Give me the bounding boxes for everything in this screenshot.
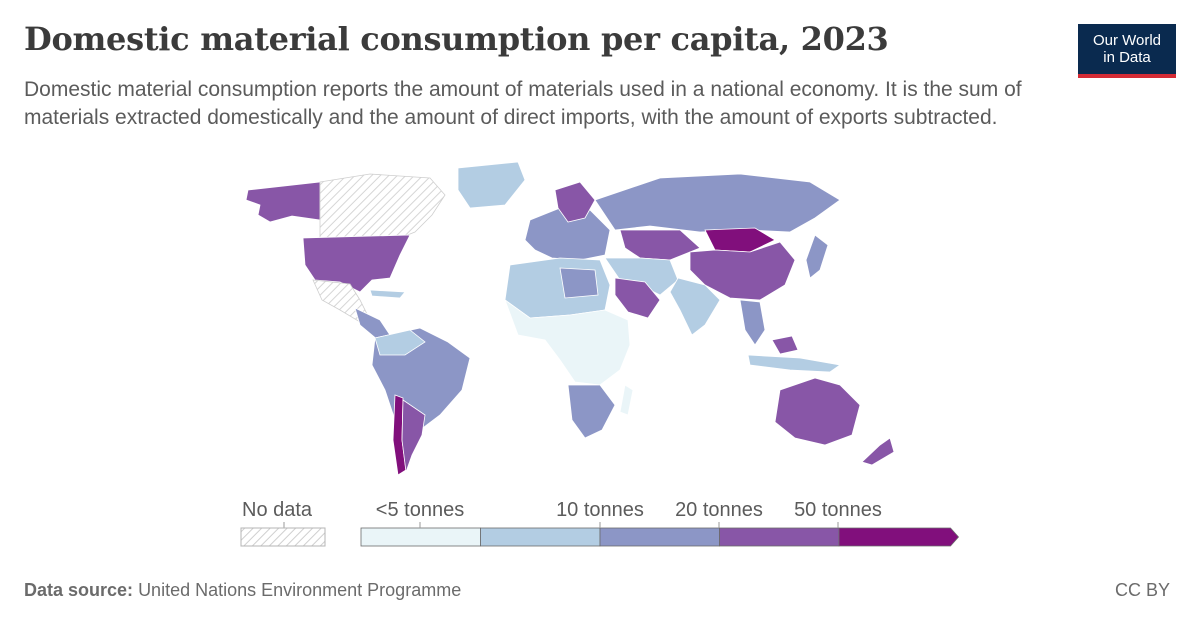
region-central-america[interactable] bbox=[354, 307, 391, 341]
legend-no-data-label: No data bbox=[242, 499, 313, 521]
region-new-zealand[interactable] bbox=[861, 437, 895, 466]
region-malaysia[interactable] bbox=[771, 335, 799, 355]
region-mongolia[interactable] bbox=[704, 227, 776, 253]
logo-line-1: Our World bbox=[1092, 32, 1162, 49]
region-madagascar[interactable] bbox=[619, 384, 634, 416]
legend-bin-label: <5 tonnes bbox=[376, 499, 464, 521]
world-map[interactable] bbox=[200, 160, 920, 490]
region-usa[interactable] bbox=[302, 234, 411, 293]
region-india[interactable] bbox=[669, 277, 721, 336]
data-source-value: United Nations Environment Programme bbox=[138, 580, 462, 600]
license-label: CC BY bbox=[1114, 580, 1170, 600]
region-china[interactable] bbox=[689, 241, 796, 301]
chart-subtitle: Domestic material consumption reports th… bbox=[24, 78, 1022, 129]
region-russia[interactable] bbox=[594, 173, 841, 233]
region-southeast-asia[interactable] bbox=[739, 299, 766, 346]
data-source: Data source: United Nations Environment … bbox=[24, 580, 461, 601]
legend-bin-swatch bbox=[838, 527, 960, 547]
legend-bin-label: 20 tonnes bbox=[675, 499, 763, 521]
legend-bin-label: 10 tonnes bbox=[556, 499, 644, 521]
region-sub-saharan-africa[interactable] bbox=[504, 298, 631, 386]
region-venezuela[interactable] bbox=[374, 329, 426, 356]
chart-title: Domestic material consumption per capita… bbox=[24, 20, 889, 58]
region-canada[interactable] bbox=[319, 173, 446, 241]
region-scandinavia[interactable] bbox=[554, 181, 596, 223]
region-caribbean[interactable] bbox=[369, 289, 406, 299]
region-alaska[interactable] bbox=[245, 181, 321, 223]
region-saudi-arabia[interactable] bbox=[614, 277, 661, 319]
legend-bin-label: 50 tonnes bbox=[794, 499, 882, 521]
region-central-asia[interactable] bbox=[619, 229, 701, 261]
owid-logo[interactable]: Our World in Data bbox=[1078, 24, 1176, 78]
legend-bin-swatch bbox=[480, 527, 601, 547]
region-indonesia[interactable] bbox=[747, 354, 842, 373]
region-greenland[interactable] bbox=[457, 161, 526, 209]
legend-bin-swatch bbox=[360, 527, 481, 547]
legend-bin-swatch bbox=[719, 527, 840, 547]
region-libya[interactable] bbox=[559, 267, 599, 299]
region-argentina[interactable] bbox=[401, 399, 426, 473]
legend-bin-swatch bbox=[599, 527, 720, 547]
region-japan[interactable] bbox=[805, 234, 829, 279]
legend-no-data-swatch bbox=[240, 527, 326, 547]
data-source-label: Data source: bbox=[24, 580, 134, 600]
logo-line-2: in Data bbox=[1103, 49, 1151, 66]
region-southern-africa[interactable] bbox=[567, 384, 616, 439]
region-australia[interactable] bbox=[774, 377, 861, 446]
